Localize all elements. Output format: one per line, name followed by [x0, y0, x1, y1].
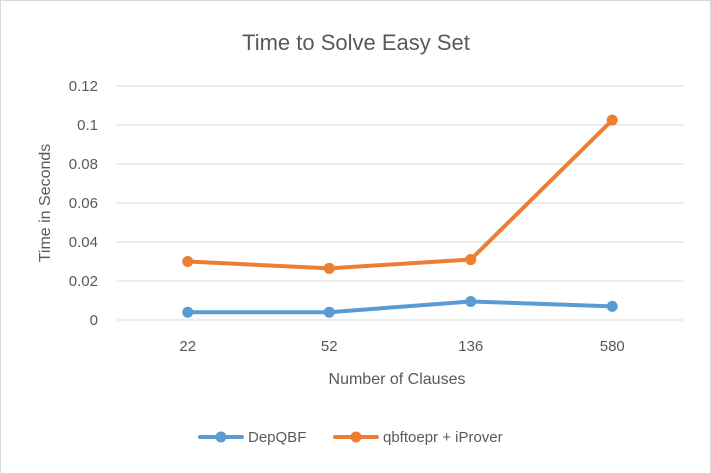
gridlines [117, 85, 683, 321]
x-axis-label: Number of Clauses [329, 371, 466, 388]
data-point [606, 300, 618, 312]
data-point [323, 262, 335, 274]
y-tick-label: 0.06 [69, 195, 98, 212]
data-point [182, 306, 194, 318]
chart-title: Time to Solve Easy Set [242, 30, 470, 55]
data-point [606, 114, 618, 126]
y-tick-label: 0.12 [69, 78, 98, 95]
series-layer [182, 114, 618, 318]
legend: DepQBF qbftoepr + iProver [198, 429, 503, 446]
y-axis-label: Time in Seconds [37, 144, 54, 263]
y-tick-label: 0.02 [69, 273, 98, 290]
y-tick-label: 0.08 [69, 156, 98, 173]
x-tick-label: 136 [458, 338, 483, 355]
x-tick-label: 22 [179, 338, 196, 355]
y-axis-ticks: 0 0.02 0.04 0.06 0.08 0.1 0.12 [69, 78, 98, 329]
x-axis-ticks: 22 52 136 580 [179, 338, 624, 355]
x-tick-label: 580 [600, 338, 625, 355]
y-tick-label: 0 [90, 312, 98, 329]
legend-label: qbftoepr + iProver [383, 429, 503, 446]
data-point [465, 295, 477, 307]
legend-marker [350, 431, 362, 443]
data-point [465, 254, 477, 266]
x-tick-label: 52 [321, 338, 338, 355]
y-tick-label: 0.04 [69, 234, 98, 251]
legend-label: DepQBF [248, 429, 306, 446]
series-line-2 [185, 118, 615, 271]
y-tick-label: 0.1 [77, 117, 98, 134]
data-point [182, 256, 194, 267]
data-point [323, 306, 335, 318]
legend-marker [215, 431, 227, 443]
series-line-1 [185, 299, 615, 315]
